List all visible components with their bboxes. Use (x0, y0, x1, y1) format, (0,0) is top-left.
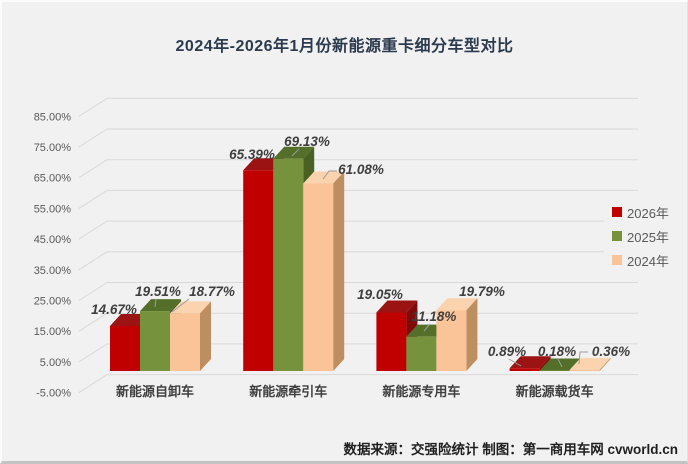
data-label: 19.79% (459, 284, 505, 299)
y-axis-label: 55.00% (34, 203, 72, 215)
y-axis-label: 45.00% (34, 234, 72, 246)
chart-title: 2024年-2026年1月份新能源重卡细分车型对比 (175, 38, 514, 55)
data-label-leader (154, 298, 157, 308)
data-label: 0.89% (488, 344, 526, 359)
data-label-leader (557, 358, 563, 368)
grid-line-depth (78, 251, 108, 271)
y-axis-label: -5.00% (36, 388, 71, 400)
bar-top-face (569, 357, 611, 370)
data-label-leader (578, 351, 588, 365)
bar-top-face (376, 300, 418, 313)
data-label-leader (508, 358, 522, 367)
bar-top-face (273, 146, 315, 159)
grid-line-depth (78, 343, 108, 363)
bar-top-face (436, 298, 478, 311)
bar-front-face (376, 312, 407, 371)
grid-line-depth (78, 189, 108, 209)
data-label: 19.05% (357, 287, 403, 302)
data-label-leader (291, 148, 300, 157)
source-note: 数据来源：交强险统计 制图：第一商用车网 cvworld.cn (343, 442, 678, 457)
legend-swatch-icon (612, 231, 622, 241)
bar-front-face (140, 311, 170, 371)
y-axis-label: 5.00% (40, 357, 71, 369)
data-label: 11.18% (412, 309, 457, 324)
legend-swatch-icon (612, 207, 622, 217)
data-label: 14.67% (91, 302, 137, 317)
grid-line-depth (78, 374, 108, 394)
bar-front-face (436, 310, 467, 371)
bar-side-face (200, 301, 211, 371)
grid-line-depth (78, 312, 108, 332)
bar-front-face (539, 370, 570, 371)
x-category-label: 新能源自卸车 (116, 384, 194, 399)
legend: 2026年 2025年 2024年 (604, 199, 682, 273)
y-axis-label: 75.00% (34, 142, 72, 154)
y-axis-label: 65.00% (34, 173, 72, 185)
legend-label: 2026年 (627, 205, 669, 221)
grid-line-depth (78, 159, 108, 179)
data-label-leader (171, 298, 190, 313)
bar-front-face (243, 170, 274, 371)
bar-front-face (569, 369, 600, 371)
bar-top-face (170, 301, 211, 314)
legend-swatch-icon (612, 255, 622, 265)
bar-top-face (140, 299, 181, 312)
legend-label: 2025年 (627, 229, 669, 245)
bar-top-face (539, 358, 581, 371)
x-category-label: 新能源专用车 (382, 384, 460, 399)
legend-item: 2025年 (612, 225, 682, 247)
bar-side-face (539, 356, 551, 371)
data-label-leader (423, 323, 431, 332)
bar-side-face (466, 298, 478, 371)
legend-label: 2024年 (627, 253, 669, 269)
grid-line-depth (78, 220, 108, 240)
y-axis-label: 25.00% (34, 296, 72, 308)
bar-front-face (406, 336, 437, 371)
data-label-leader (322, 170, 337, 180)
grid-line-depth (78, 97, 108, 117)
x-category-label: 新能源牵引车 (249, 384, 327, 399)
bar-front-face (303, 183, 334, 371)
bar-front-face (110, 325, 140, 371)
bar-side-face (599, 357, 611, 371)
grid-line-depth (78, 282, 108, 301)
data-label: 18.77% (189, 284, 235, 299)
data-label: 19.51% (135, 284, 181, 299)
legend-item: 2024年 (612, 249, 682, 271)
bar-front-face (170, 313, 200, 371)
data-label: 69.13% (284, 134, 330, 149)
y-axis-label: 35.00% (34, 265, 72, 277)
grid-line-depth (78, 128, 108, 148)
data-label: 0.36% (592, 344, 630, 359)
y-axis-label: 15.00% (34, 326, 72, 338)
data-label: 61.08% (338, 162, 384, 177)
legend-item: 2026年 (612, 201, 682, 223)
x-category-label: 新能源载货车 (516, 384, 594, 399)
bar-front-face (509, 368, 540, 371)
data-label: 65.39% (229, 147, 275, 162)
bar-front-face (273, 158, 304, 371)
y-axis-label: 85.00% (34, 111, 72, 123)
bar-side-face (333, 171, 345, 371)
data-label: 0.18% (538, 344, 576, 359)
